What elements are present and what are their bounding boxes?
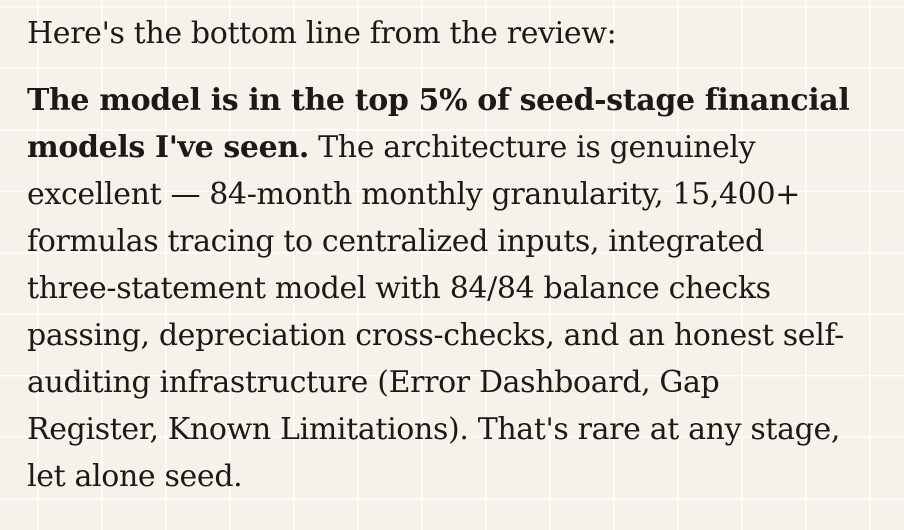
text-line: The model is in the top 5% of seed-stage… (27, 77, 886, 124)
text-run: formulas tracing to centralized inputs, … (27, 224, 764, 259)
text-run: let alone seed. (27, 459, 243, 494)
text-line: Register, Known Limitations). That's rar… (27, 406, 886, 453)
document-text: Here's the bottom line from the review: T… (27, 10, 886, 500)
text-run: three-statement model with 84/84 balance… (27, 271, 771, 306)
text-line: models I've seen. The architecture is ge… (27, 124, 886, 171)
text-line: formulas tracing to centralized inputs, … (27, 218, 886, 265)
bold-text-run: models I've seen. (27, 130, 309, 165)
text-line: excellent — 84-month monthly granularity… (27, 171, 886, 218)
text-run: auditing infrastructure (Error Dashboard… (27, 365, 720, 400)
text-line: Here's the bottom line from the review: (27, 10, 886, 57)
paragraph: Here's the bottom line from the review: (27, 10, 886, 57)
text-line: auditing infrastructure (Error Dashboard… (27, 359, 886, 406)
text-run: The architecture is genuinely (308, 130, 756, 165)
text-line: let alone seed. (27, 453, 886, 500)
text-line: three-statement model with 84/84 balance… (27, 265, 886, 312)
text-run: passing, depreciation cross-checks, and … (27, 318, 844, 353)
text-line: passing, depreciation cross-checks, and … (27, 312, 886, 359)
text-run: Register, Known Limitations). That's rar… (27, 412, 841, 447)
bold-text-run: The model is in the top 5% of seed-stage… (27, 83, 850, 118)
text-run: Here's the bottom line from the review: (27, 16, 617, 51)
paragraph: The model is in the top 5% of seed-stage… (27, 77, 886, 500)
text-run: excellent — 84-month monthly granularity… (27, 177, 801, 212)
